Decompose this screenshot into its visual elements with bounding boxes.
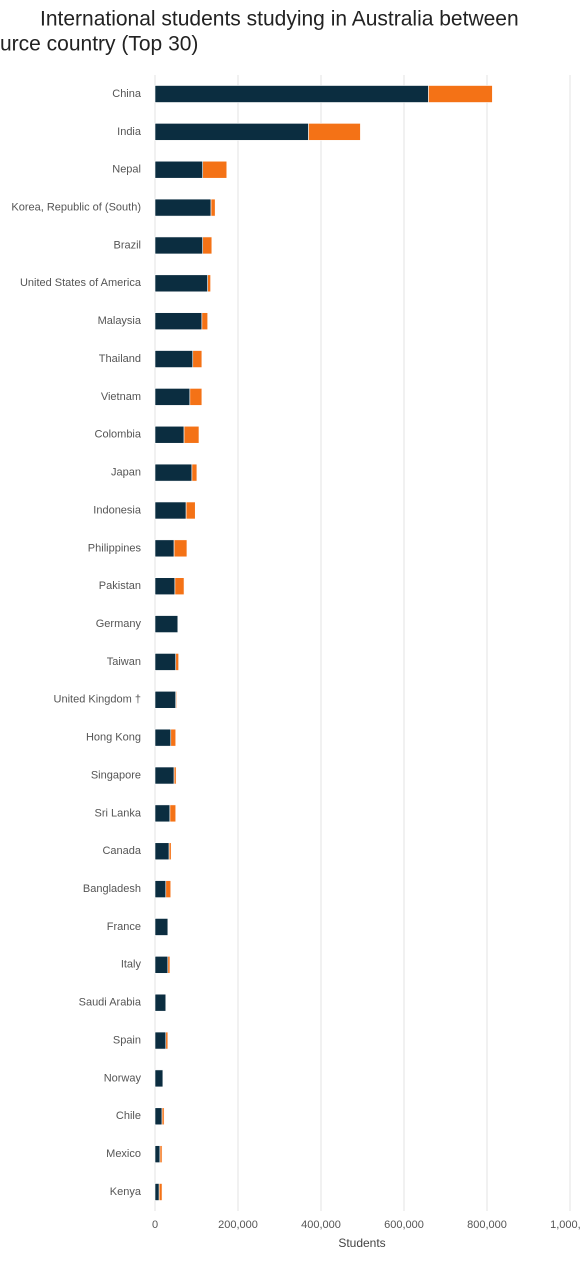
bar-segment: [167, 956, 171, 974]
bar-segment: [183, 425, 200, 444]
y-tick-label: Indonesia: [93, 504, 142, 516]
y-tick-label: Chile: [116, 1110, 141, 1122]
bar-segment: [169, 804, 177, 823]
y-tick-label: Mexico: [106, 1148, 141, 1160]
x-axis-label: Students: [338, 1236, 385, 1250]
x-tick-label: 0: [152, 1219, 158, 1231]
y-tick-label: Spain: [113, 1034, 141, 1046]
x-tick-label: 600,000: [384, 1219, 424, 1231]
bar-segment: [154, 880, 167, 898]
bar-segment: [154, 463, 193, 482]
y-tick-label: India: [117, 126, 142, 138]
y-tick-label: Sri Lanka: [95, 807, 142, 819]
bar-segment: [154, 615, 179, 633]
bar-segment: [308, 123, 361, 141]
y-tick-label: Italy: [121, 959, 142, 971]
bar-segment: [154, 577, 176, 596]
y-tick-label: Canada: [102, 845, 141, 857]
bar-segment: [154, 539, 175, 558]
bar-segment: [202, 160, 228, 179]
y-tick-label: Bangladesh: [83, 883, 141, 895]
bar-segment: [175, 653, 179, 671]
bar-segment: [161, 1107, 165, 1126]
bar-segment: [154, 274, 209, 293]
y-tick-label: Korea, Republic of (South): [11, 201, 141, 213]
bar-segment: [154, 728, 172, 747]
x-tick-label: 1,000,...: [550, 1219, 581, 1231]
bar-segment: [207, 274, 211, 293]
bar-segment: [185, 501, 196, 520]
bar-segment: [154, 918, 169, 936]
y-tick-label: Vietnam: [101, 391, 141, 403]
bar-segment: [173, 766, 177, 785]
bar-segment: [154, 766, 175, 785]
y-tick-label: Norway: [104, 1072, 142, 1084]
bar-segment: [174, 577, 185, 596]
y-tick-label: France: [107, 921, 141, 933]
y-tick-label: Kenya: [110, 1186, 142, 1198]
bar-segment: [154, 160, 204, 179]
bar-segment: [154, 804, 171, 823]
y-tick-label: Pakistan: [99, 580, 141, 592]
y-tick-label: Taiwan: [107, 656, 141, 668]
chart-title: urce country (Top 30): [0, 33, 198, 56]
bar-segment: [154, 956, 169, 974]
bar-segment: [154, 1107, 163, 1126]
bar-segment: [154, 1069, 164, 1088]
bar-segment: [154, 993, 167, 1012]
y-tick-label: Saudi Arabia: [79, 997, 142, 1009]
y-tick-label: United Kingdom †: [54, 694, 141, 706]
y-tick-label: Philippines: [88, 542, 142, 554]
bar-segment: [175, 690, 177, 709]
y-tick-label: Japan: [111, 467, 141, 479]
bar-segment: [154, 388, 191, 406]
bar-segment: [191, 463, 198, 482]
y-tick-label: Germany: [96, 618, 142, 630]
y-tick-label: United States of America: [20, 277, 142, 289]
bar-segment: [154, 123, 309, 141]
bar-segment: [154, 1031, 167, 1050]
y-tick-label: Colombia: [95, 429, 142, 441]
bar-segment: [154, 312, 203, 330]
bar-segment: [173, 539, 188, 558]
bar-segment: [154, 501, 187, 520]
bar-segment: [428, 85, 493, 103]
y-tick-label: Malaysia: [98, 315, 142, 327]
bar-segment: [158, 1183, 163, 1201]
bar-segment: [154, 653, 177, 671]
bar-segment: [154, 1145, 161, 1163]
bar-segment: [154, 1183, 160, 1201]
bar-segment: [159, 1145, 163, 1163]
bar-segment: [154, 198, 212, 217]
bar-segment: [165, 880, 172, 898]
x-tick-label: 200,000: [218, 1219, 258, 1231]
bar-segment: [192, 350, 203, 368]
x-tick-label: 400,000: [301, 1219, 341, 1231]
bar-segment: [168, 842, 172, 861]
bar-segment: [154, 350, 194, 368]
chart-title: International students studying in Austr…: [40, 8, 519, 31]
bar-segment: [154, 425, 185, 444]
x-tick-label: 800,000: [467, 1219, 507, 1231]
y-tick-label: Thailand: [99, 353, 141, 365]
bar-segment: [202, 236, 213, 255]
bar-segment: [154, 85, 429, 103]
y-tick-label: Brazil: [113, 239, 141, 251]
y-tick-label: Singapore: [91, 769, 141, 781]
y-tick-label: Nepal: [112, 164, 141, 176]
bar-segment: [154, 236, 204, 255]
bar-segment: [154, 842, 170, 861]
bar-segment: [189, 388, 203, 406]
y-tick-label: Hong Kong: [86, 732, 141, 744]
y-tick-label: China: [112, 88, 142, 100]
bar-segment: [210, 198, 216, 217]
bar-segment: [201, 312, 209, 330]
bar-segment: [165, 1031, 169, 1050]
bar-segment: [154, 690, 177, 709]
bar-segment: [170, 728, 177, 747]
